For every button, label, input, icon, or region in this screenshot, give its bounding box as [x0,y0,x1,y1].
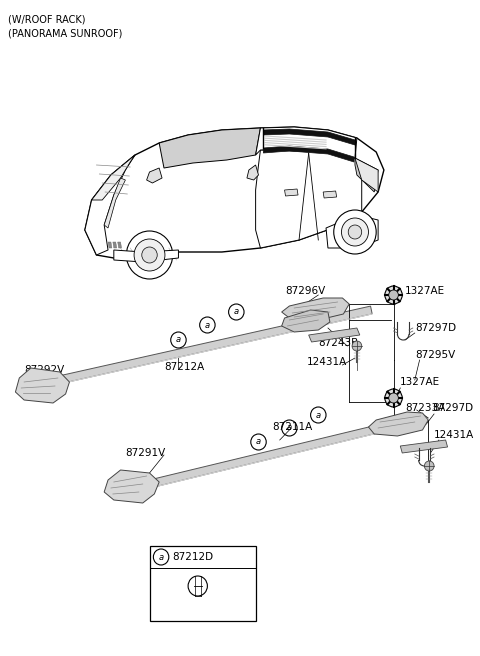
Circle shape [126,231,173,279]
Polygon shape [264,129,355,145]
Polygon shape [132,416,416,492]
Polygon shape [285,189,298,196]
Circle shape [389,290,398,300]
Text: 87211A: 87211A [272,422,312,432]
Polygon shape [85,127,384,258]
Text: 87295V: 87295V [415,350,455,360]
Text: a: a [256,438,261,447]
Text: 1327AE: 1327AE [400,377,441,387]
Circle shape [385,286,402,304]
Polygon shape [36,306,372,389]
Text: a: a [287,424,292,432]
Text: a: a [234,308,239,316]
Polygon shape [15,368,70,403]
Bar [149,546,256,621]
Polygon shape [282,310,330,332]
Polygon shape [92,155,135,200]
Text: 87243B: 87243B [318,338,359,348]
Circle shape [348,225,362,239]
Polygon shape [85,155,135,255]
Polygon shape [355,158,378,192]
Text: 87291V: 87291V [125,448,166,458]
Text: 1327AE: 1327AE [405,286,445,296]
Polygon shape [264,146,354,162]
Text: (W/ROOF RACK): (W/ROOF RACK) [8,14,85,24]
Polygon shape [108,242,112,248]
Text: 87212A: 87212A [164,362,204,372]
Circle shape [341,218,369,246]
Text: a: a [176,335,181,344]
Text: 87297D: 87297D [432,403,473,413]
Text: 87296V: 87296V [286,286,326,296]
Polygon shape [369,412,428,436]
Circle shape [352,341,362,351]
Text: 12431A: 12431A [307,357,347,367]
Polygon shape [118,242,121,248]
Text: 12431A: 12431A [434,430,474,440]
Polygon shape [355,158,378,192]
Polygon shape [400,440,447,453]
Polygon shape [159,128,261,168]
Polygon shape [326,215,378,248]
Circle shape [142,247,157,263]
Text: 87292V: 87292V [24,365,64,375]
Text: 87297D: 87297D [415,323,456,333]
Polygon shape [247,165,259,180]
Polygon shape [256,150,362,248]
Text: a: a [158,552,164,562]
Polygon shape [309,328,360,342]
Polygon shape [146,168,162,183]
Polygon shape [282,298,349,320]
Circle shape [424,461,434,471]
Text: 87212D: 87212D [173,552,214,562]
Polygon shape [104,178,125,228]
Polygon shape [114,250,179,262]
Polygon shape [256,127,357,158]
Polygon shape [323,191,336,198]
Circle shape [389,393,398,403]
Polygon shape [113,242,117,248]
Text: (PANORAMA SUNROOF): (PANORAMA SUNROOF) [8,28,122,38]
Text: a: a [316,411,321,419]
Text: a: a [205,321,210,329]
Circle shape [385,389,402,407]
Text: 87233A: 87233A [405,403,445,413]
Circle shape [134,239,165,271]
Polygon shape [104,470,159,503]
Circle shape [334,210,376,254]
